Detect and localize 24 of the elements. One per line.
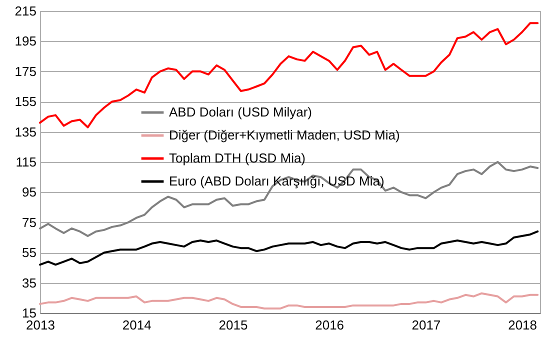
y-tick-label: 215 xyxy=(14,4,36,18)
line-series xyxy=(39,230,539,266)
x-tick-label: 2014 xyxy=(122,318,152,332)
x-tick-label: 2017 xyxy=(412,318,441,332)
y-tick-label: 115 xyxy=(16,154,36,170)
legend-label: ABD Doları (USD Milyar) xyxy=(169,104,312,120)
legend-label: Diğer (Diğer+Kıymetli Maden, USD Mia) xyxy=(169,128,400,142)
x-tick-label: 2013 xyxy=(26,318,55,332)
line-series xyxy=(39,292,539,310)
y-tick-label: 15 xyxy=(22,306,36,320)
legend-label: Toplam DTH (USD Mia) xyxy=(169,150,306,166)
y-tick-label: 95 xyxy=(22,184,36,200)
line-series xyxy=(39,22,539,128)
y-tick-label: 35 xyxy=(22,275,36,290)
x-tick-label: 2016 xyxy=(315,318,344,332)
legend-label: Euro (ABD Doları Karşılığı, USD Mia) xyxy=(169,174,384,188)
y-tick-label: 175 xyxy=(14,64,36,79)
y-tick-label: 155 xyxy=(14,94,36,110)
x-tick-label: 2015 xyxy=(218,318,248,332)
y-tick-label: 55 xyxy=(22,245,36,260)
x-tick-label: 2018 xyxy=(508,318,538,332)
y-tick-label: 75 xyxy=(22,214,36,230)
y-tick-label: 135 xyxy=(14,124,36,140)
y-tick-label: 195 xyxy=(14,34,36,49)
